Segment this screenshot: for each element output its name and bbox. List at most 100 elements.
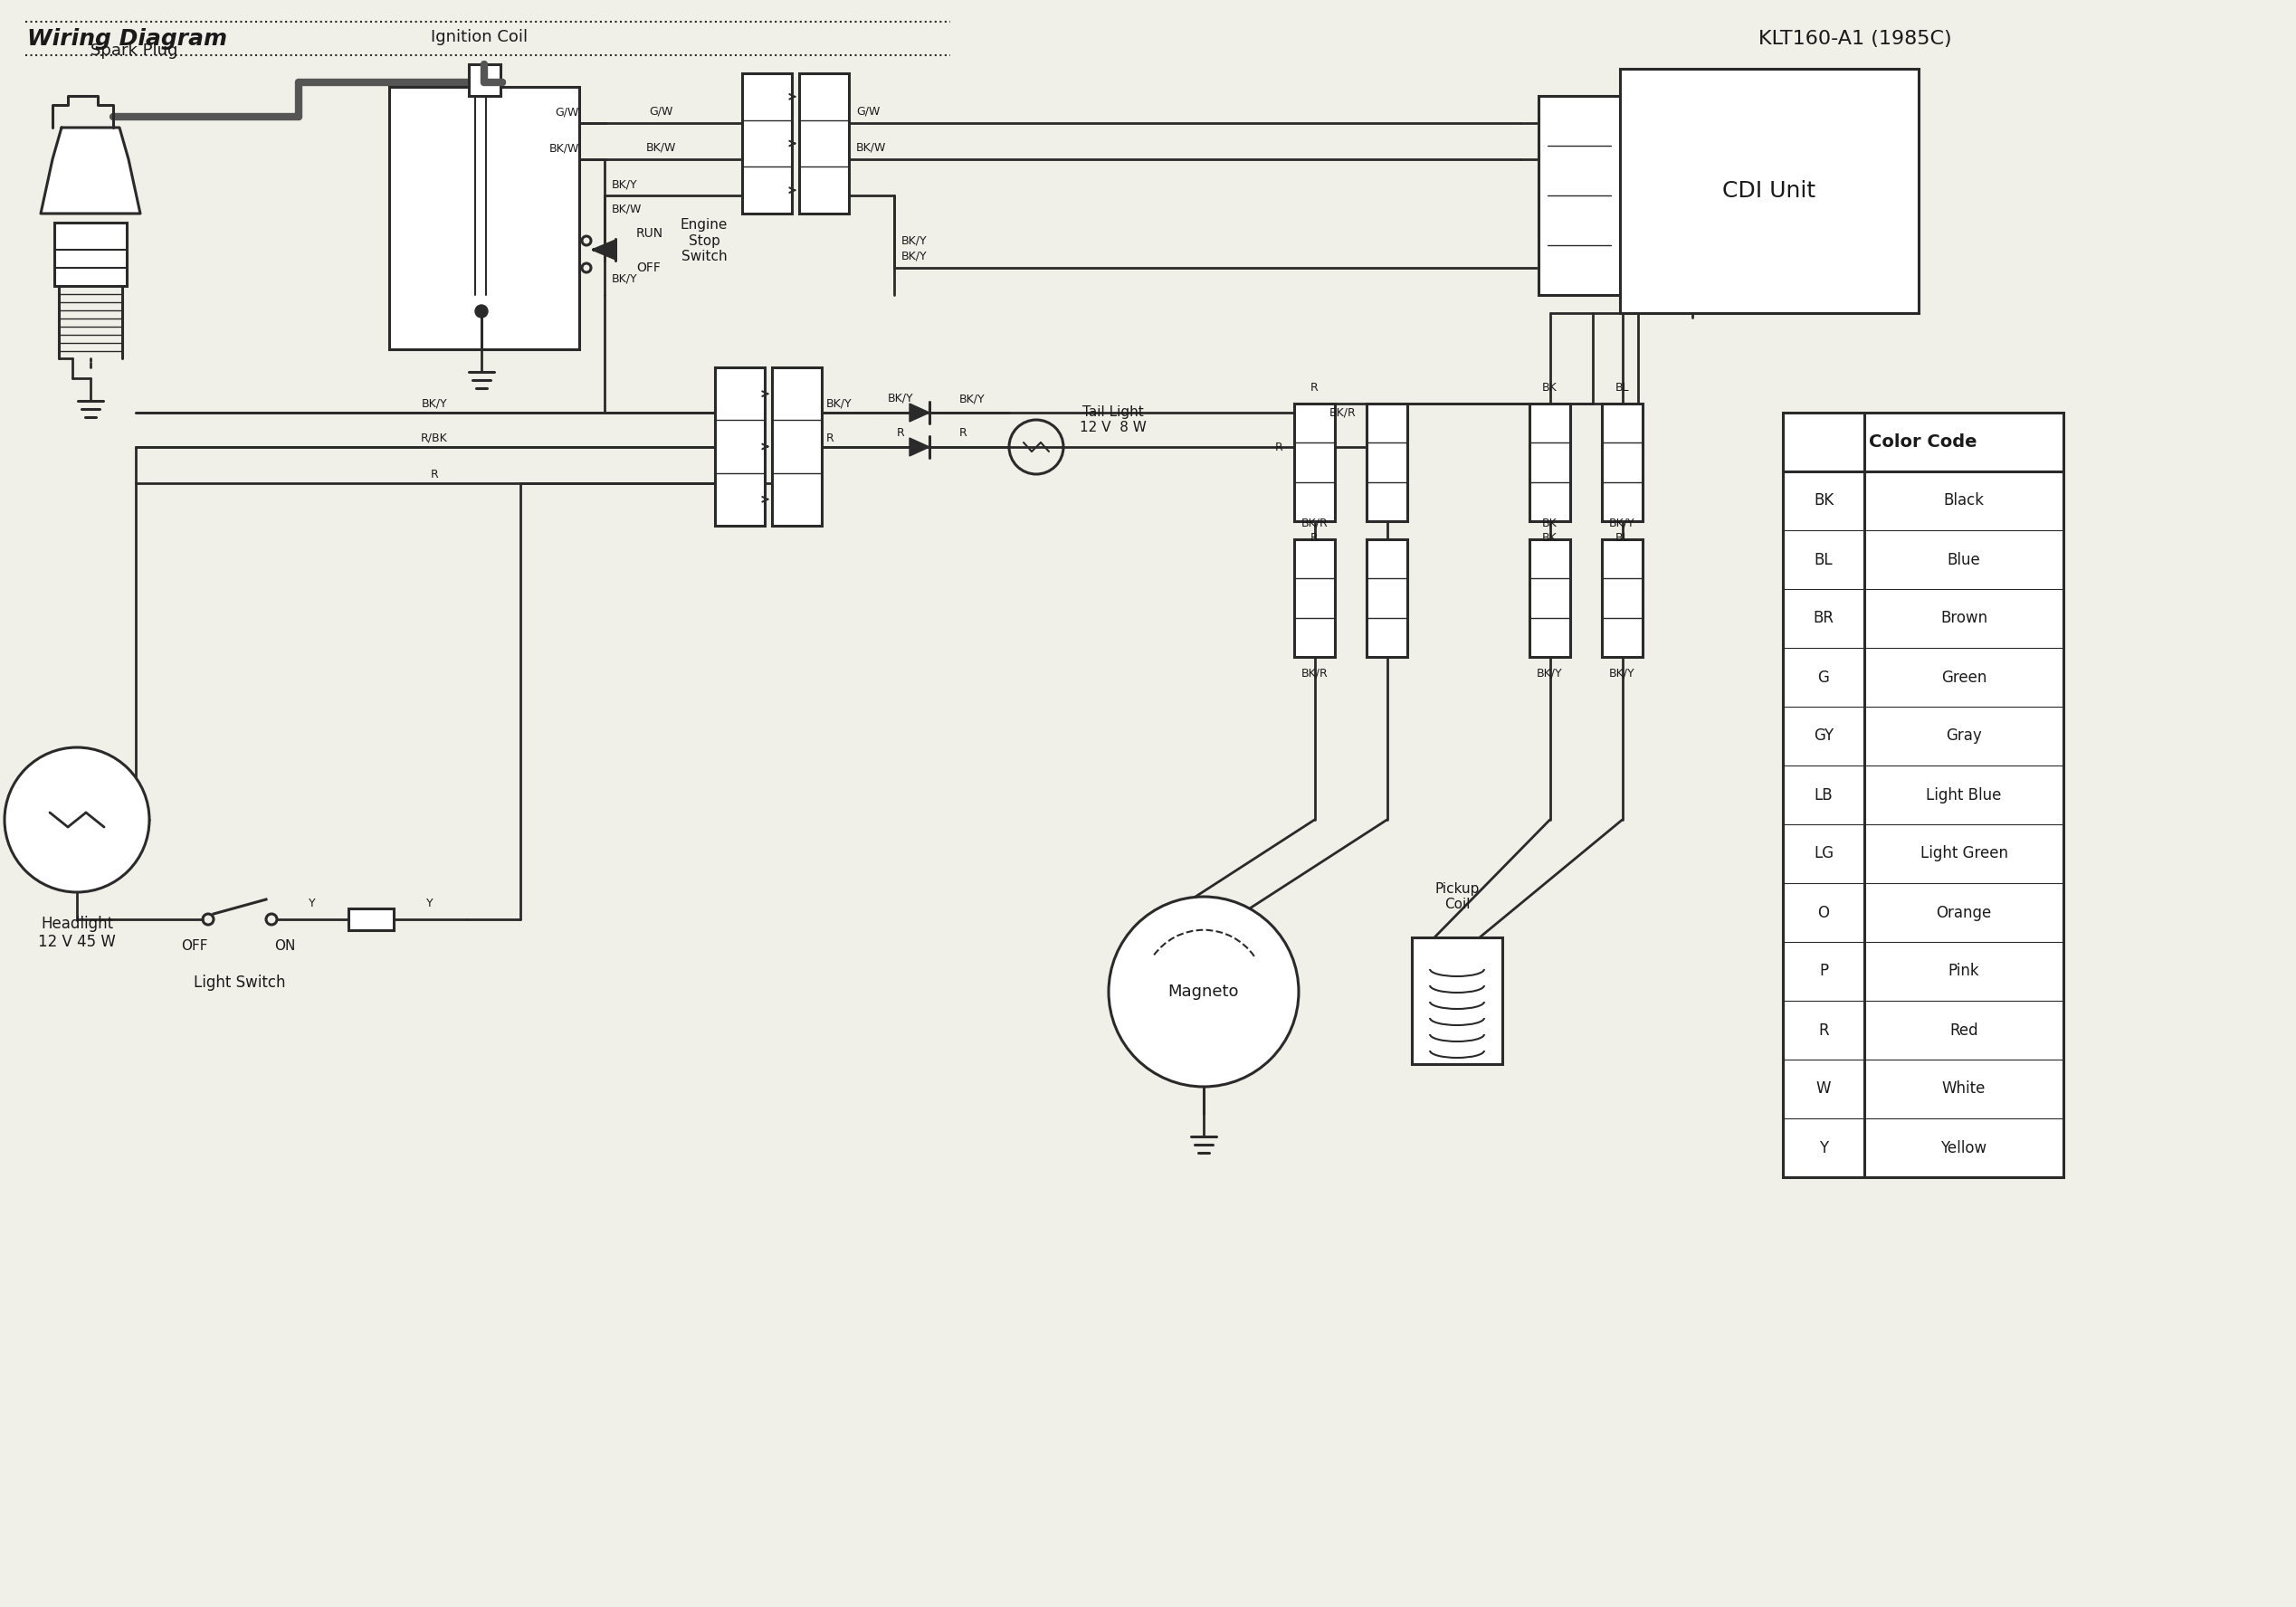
Text: BK: BK [1543, 532, 1557, 543]
Text: Spark Plug: Spark Plug [90, 42, 177, 59]
Text: Green: Green [1940, 669, 1986, 686]
Text: R: R [1311, 532, 1318, 543]
Text: BK: BK [1814, 493, 1835, 509]
Text: BL: BL [1614, 532, 1630, 543]
Text: BK/Y: BK/Y [827, 397, 852, 410]
Bar [1366, 540, 1407, 657]
Text: R/BK: R/BK [420, 432, 448, 444]
Polygon shape [909, 403, 930, 421]
Bar [55, 223, 126, 286]
Text: LB: LB [1814, 787, 1832, 804]
Text: BK: BK [1543, 381, 1557, 394]
Text: RUN: RUN [636, 227, 664, 239]
Bar [1529, 540, 1570, 657]
Text: BK/Y: BK/Y [1536, 667, 1564, 680]
Bar [799, 74, 850, 214]
Circle shape [5, 747, 149, 892]
Text: KLT160-A1 (1985C): KLT160-A1 (1985C) [1759, 31, 1952, 48]
Polygon shape [41, 127, 140, 214]
Text: G: G [1818, 669, 1830, 686]
Bar [1784, 413, 2064, 1178]
Text: R: R [1311, 381, 1318, 394]
Bar [388, 87, 579, 349]
Bar [1412, 937, 1502, 1064]
Bar [1295, 540, 1334, 657]
Polygon shape [595, 241, 615, 259]
Bar [714, 368, 765, 525]
Text: BK/W: BK/W [856, 141, 886, 153]
Text: Y: Y [308, 897, 315, 910]
Text: R: R [895, 426, 905, 439]
Text: Gray: Gray [1947, 728, 1981, 744]
Text: LG: LG [1814, 845, 1835, 861]
Text: Pink: Pink [1949, 963, 1979, 980]
Text: W: W [1816, 1082, 1830, 1098]
Bar [742, 74, 792, 214]
Bar [1538, 96, 1621, 296]
Text: G/W: G/W [650, 106, 673, 117]
Bar [349, 908, 393, 930]
Text: G/W: G/W [856, 106, 879, 117]
Text: Magneto: Magneto [1169, 983, 1240, 1000]
Text: White: White [1942, 1082, 1986, 1098]
Text: Headlight
12 V 45 W: Headlight 12 V 45 W [39, 916, 115, 950]
Text: O: O [1818, 905, 1830, 921]
Text: BK/R: BK/R [1302, 517, 1327, 529]
Text: Blue: Blue [1947, 551, 1981, 567]
Text: R: R [1818, 1022, 1830, 1038]
Bar [468, 64, 501, 96]
Text: BK/R: BK/R [1329, 407, 1355, 418]
Text: Tail Light
12 V  8 W: Tail Light 12 V 8 W [1079, 405, 1146, 434]
Text: BK/Y: BK/Y [902, 251, 928, 262]
Polygon shape [909, 439, 930, 456]
Text: Yellow: Yellow [1940, 1139, 1986, 1155]
Text: Y: Y [1818, 1139, 1828, 1155]
Text: OFF: OFF [636, 262, 661, 275]
Text: G/W: G/W [556, 106, 579, 117]
Text: Brown: Brown [1940, 611, 1988, 627]
Text: BK/Y: BK/Y [1609, 667, 1635, 680]
Text: BK/Y: BK/Y [611, 273, 638, 284]
Bar [1603, 540, 1642, 657]
Text: R: R [960, 427, 967, 439]
Text: CDI Unit: CDI Unit [1722, 180, 1816, 202]
Text: BL: BL [1614, 381, 1630, 394]
Text: Wiring Diagram: Wiring Diagram [28, 27, 227, 50]
Text: R: R [429, 468, 439, 480]
Text: Light Green: Light Green [1919, 845, 2007, 861]
Text: BK/Y: BK/Y [1609, 517, 1635, 529]
Text: Black: Black [1942, 493, 1984, 509]
Text: BL: BL [1814, 551, 1832, 567]
Text: Ignition Coil: Ignition Coil [432, 29, 528, 45]
Bar [1621, 69, 1919, 313]
Text: Engine
Stop
Switch: Engine Stop Switch [680, 219, 728, 264]
Text: OFF: OFF [181, 940, 209, 953]
Text: Orange: Orange [1936, 905, 1991, 921]
Text: BK/Y: BK/Y [960, 394, 985, 405]
Text: BK/Y: BK/Y [902, 235, 928, 246]
Text: P: P [1818, 963, 1828, 980]
Text: BK: BK [1543, 517, 1557, 529]
Text: BK/R: BK/R [1302, 667, 1327, 680]
Text: Light Blue: Light Blue [1926, 787, 2002, 804]
Text: Y: Y [427, 897, 434, 910]
Text: BK/Y: BK/Y [889, 392, 914, 403]
Text: Red: Red [1949, 1022, 1979, 1038]
Bar [1295, 403, 1334, 521]
Text: Light Switch: Light Switch [193, 974, 285, 992]
Text: ON: ON [276, 940, 296, 953]
Text: Pickup
Coil: Pickup Coil [1435, 882, 1479, 911]
Circle shape [1109, 897, 1300, 1086]
Bar [1603, 403, 1642, 521]
Text: BK/W: BK/W [611, 202, 643, 215]
Bar [1529, 403, 1570, 521]
Text: R: R [1274, 440, 1283, 453]
Text: GY: GY [1814, 728, 1835, 744]
Text: BK/W: BK/W [645, 141, 675, 153]
Text: Color Code: Color Code [1869, 434, 1977, 450]
Text: BR: BR [1814, 611, 1835, 627]
Text: R: R [827, 432, 833, 444]
Bar [1366, 403, 1407, 521]
Circle shape [475, 305, 487, 318]
Text: BK/Y: BK/Y [422, 397, 448, 410]
